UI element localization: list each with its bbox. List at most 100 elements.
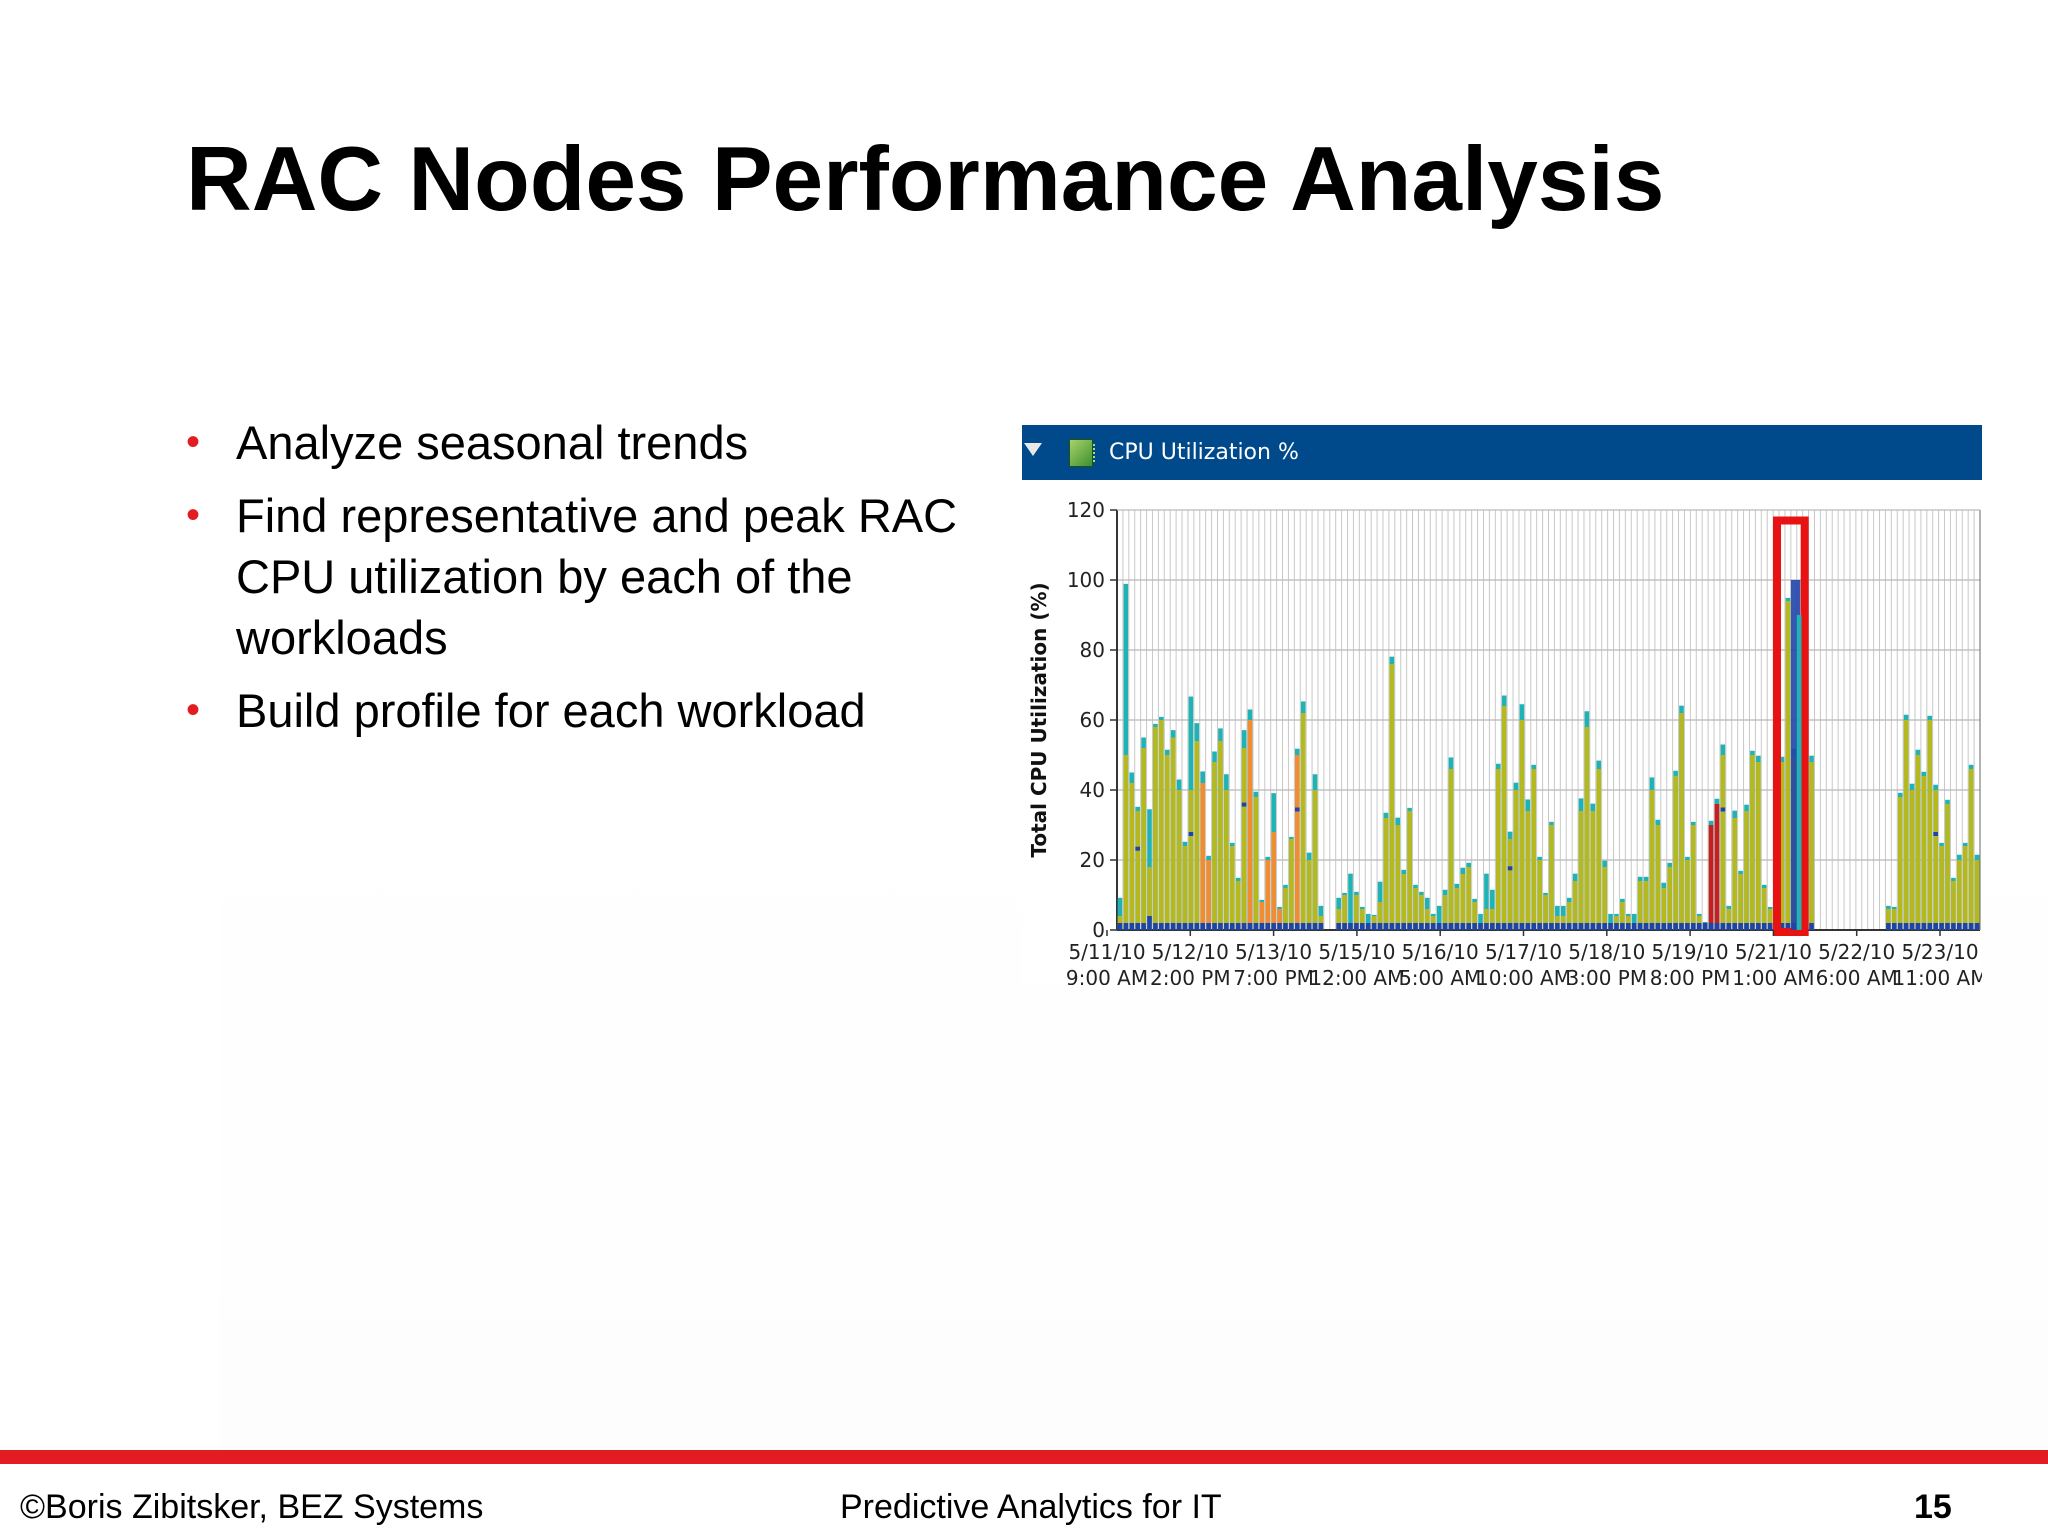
bar-olive [1460, 874, 1466, 930]
bar-olive [1170, 737, 1176, 930]
bar-blue [1714, 923, 1720, 930]
bar-blue [1602, 923, 1607, 930]
bar-blue [1312, 923, 1318, 930]
bar-olive [1951, 881, 1956, 930]
x-tick-label-date: 5/21/10 [1735, 940, 1812, 964]
bar-olive [1188, 790, 1194, 930]
collapse-triangle-icon[interactable] [1024, 443, 1042, 456]
x-tick-label-time: 2:00 PM [1150, 966, 1231, 985]
bar-olive [1306, 860, 1312, 930]
bar-blue [1543, 923, 1548, 930]
bar-blue [1590, 923, 1596, 930]
bar-olive [1732, 818, 1738, 930]
bar-blue-segment [1135, 846, 1140, 851]
bar-blue [1531, 923, 1537, 930]
bullet-text: Find representative and peak RAC CPU uti… [236, 489, 958, 664]
bar-blue [1933, 923, 1938, 930]
bar-blue [1188, 923, 1194, 930]
bar-blue [1584, 923, 1590, 930]
x-tick-label-date: 5/13/10 [1235, 940, 1312, 964]
bar-olive [1241, 748, 1247, 930]
bar-blue [1809, 923, 1814, 930]
y-tick-label: 40 [1080, 778, 1105, 802]
x-tick-label-time: 10:00 AM [1476, 966, 1571, 985]
bar-olive [1395, 825, 1401, 930]
bar-olive [1277, 909, 1282, 930]
bar-teal [1484, 873, 1489, 930]
bar-olive [1643, 881, 1649, 930]
bar-blue [1229, 923, 1235, 930]
bar-blue [1413, 923, 1418, 930]
bar-olive [1253, 797, 1259, 930]
bar-olive [1164, 755, 1170, 930]
bar-blue [1886, 923, 1891, 930]
bar-olive [1590, 811, 1596, 930]
bar-olive [1596, 769, 1602, 930]
bar-blue [1643, 923, 1649, 930]
bar-blue [1448, 923, 1454, 930]
bar-blue [1466, 923, 1472, 930]
chart-header-title: CPU Utilization % [1109, 440, 1299, 465]
bar-blue [1490, 923, 1495, 930]
bar-olive [1425, 909, 1430, 930]
bar-olive [1123, 755, 1129, 930]
bar-olive [1472, 902, 1477, 930]
bar-blue [1578, 923, 1584, 930]
bar-olive [1578, 811, 1584, 930]
bar-blue [1371, 923, 1377, 930]
bar-olive [1726, 909, 1732, 930]
bar-olive [1785, 601, 1791, 930]
bar-blue [1951, 923, 1956, 930]
bar-blue [1549, 923, 1554, 930]
bar-blue [1129, 923, 1135, 930]
bar-blue [1407, 923, 1412, 930]
bar-olive [1549, 825, 1554, 930]
bar-olive [1218, 741, 1223, 930]
bar-teal [1365, 913, 1371, 930]
bar-olive [1933, 790, 1938, 930]
bar-olive [1229, 846, 1235, 930]
bar-blue [1478, 923, 1483, 930]
bar-olive [1176, 790, 1182, 930]
cpu-chart-panel: CPU Utilization % 0 20 40 60 80 100 120 Total C… [1022, 425, 1982, 985]
bar-blue [1430, 923, 1436, 930]
bar-olive [1495, 769, 1501, 930]
bar-olive [1271, 832, 1276, 930]
bar-olive [1525, 811, 1531, 930]
bar-blue [1957, 923, 1962, 930]
bar-blue [1170, 923, 1176, 930]
x-tick-label-time: 6:00 AM [1816, 966, 1898, 985]
bar-blue [1537, 923, 1542, 930]
x-tick-label-time: 1:00 AM [1732, 966, 1814, 985]
bar-blue [1655, 923, 1661, 930]
bar-blue [1726, 923, 1732, 930]
bar-blue [1318, 923, 1324, 930]
bar-blue [1377, 923, 1383, 930]
bar-olive [1342, 895, 1347, 930]
bar-blue [1507, 923, 1513, 930]
bar-blue [1608, 923, 1613, 930]
bar-olive [1212, 762, 1217, 930]
bar-blue-segment [1294, 807, 1300, 812]
x-tick-label-date: 5/23/10 [1901, 940, 1978, 964]
bar-blue [1235, 923, 1241, 930]
bar-blue [1117, 923, 1123, 930]
bar-olive [1685, 860, 1690, 930]
bar-blue [1560, 923, 1566, 930]
bar-olive [1738, 874, 1743, 930]
bar-olive [1667, 867, 1672, 930]
bar-blue [1241, 923, 1247, 930]
bar-blue [1744, 923, 1749, 930]
bar-olive [1602, 867, 1607, 930]
bar-teal [1478, 913, 1483, 930]
bar-olive [1584, 727, 1590, 930]
bar-olive [1507, 839, 1513, 930]
bar-blue [1962, 923, 1968, 930]
bar-blue [1212, 923, 1217, 930]
peak-highlight-box [1773, 516, 1809, 936]
bar-blue [1572, 923, 1578, 930]
bar-blue [1909, 923, 1915, 930]
bar-blue [1271, 923, 1276, 930]
bar-blue [1708, 923, 1714, 930]
bar-olive [1182, 846, 1188, 930]
